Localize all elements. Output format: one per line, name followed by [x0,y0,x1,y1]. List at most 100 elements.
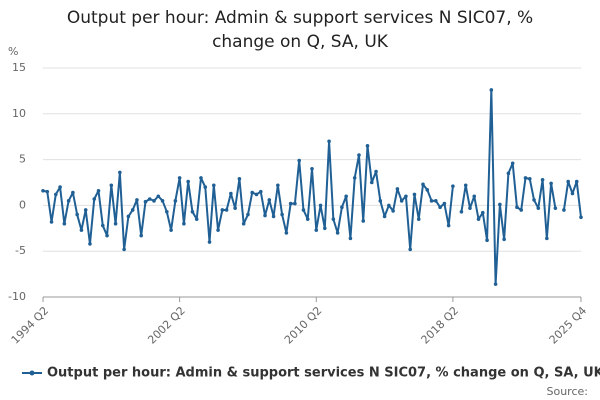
point [310,166,314,171]
legend-label: Output per hour: Admin & support service… [47,366,600,381]
point [66,199,71,203]
point [130,208,135,212]
point [570,191,575,196]
y-tick-label: -5 [15,244,26,257]
point [348,236,353,241]
point [156,194,161,199]
point [391,209,395,213]
point [135,198,139,202]
point [224,208,229,212]
point [399,199,404,203]
point [579,215,583,220]
point [442,201,447,206]
point [207,240,212,244]
point [58,185,62,189]
point [92,197,97,201]
point [472,194,477,199]
point [519,208,524,212]
point [139,233,144,238]
point [562,208,566,212]
point [122,247,126,252]
x-tick-label: 2018 Q2 [419,304,462,347]
point [532,198,536,202]
point [305,217,310,221]
point [327,139,331,144]
point [480,210,485,215]
y-axis-label: % [8,45,18,58]
point [412,192,417,197]
point [566,179,570,184]
point [194,217,199,221]
point [186,179,190,184]
point [395,187,400,191]
point [152,199,156,203]
point [165,210,169,214]
point [267,198,272,202]
point [416,217,421,221]
point [169,228,173,232]
point [109,183,114,188]
point [75,212,79,217]
point [143,199,148,204]
point [276,183,280,188]
point [378,199,383,203]
point [41,188,45,193]
point [502,237,506,242]
point [83,208,88,212]
point [446,223,451,228]
point [451,184,455,188]
chart-title: Output per hour: Admin & support service… [66,8,534,52]
point [421,182,425,187]
point [459,210,464,214]
point [323,226,327,231]
point [489,88,494,92]
x-tick-label: 2025 Q4 [547,304,590,347]
point [438,205,442,210]
point [408,247,413,252]
point [369,180,374,185]
point [536,206,541,210]
x-tick-label: 1994 Q2 [9,304,52,347]
point [241,221,246,226]
point [96,188,101,193]
point [254,192,259,197]
point [211,183,216,188]
source: Source: [547,385,589,398]
point [468,206,472,210]
point [485,238,489,243]
point [425,188,430,192]
point [476,217,481,221]
point [523,176,528,180]
point [463,183,468,188]
point [357,153,361,157]
point [126,214,131,219]
point [88,242,92,246]
point [118,170,122,175]
point [493,282,498,286]
point [318,203,323,208]
y-tick-label: 0 [19,198,26,211]
point [54,192,58,197]
point [515,205,519,210]
point [387,203,391,208]
point [173,199,178,203]
point [49,220,54,224]
point [199,176,203,180]
point [545,236,549,241]
point [113,221,118,226]
point [404,194,408,199]
point [220,208,225,212]
point [293,201,297,206]
point [284,231,289,235]
point [297,158,301,163]
point [271,214,276,219]
point [177,176,182,180]
point [340,205,344,210]
point [190,210,195,214]
y-tick-label: 5 [19,153,26,166]
point [288,201,293,206]
point [331,217,336,221]
point [361,219,366,223]
point [79,228,84,232]
